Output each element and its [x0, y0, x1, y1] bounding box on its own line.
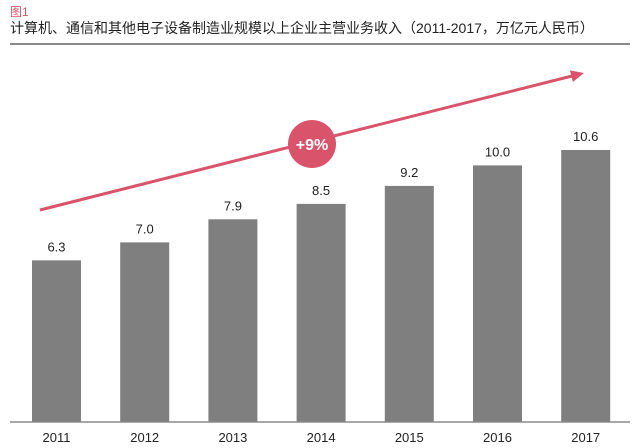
data-label-2015: 9.2: [400, 165, 418, 180]
x-tick-label-2013: 2013: [218, 430, 247, 445]
data-label-2011: 6.3: [47, 239, 65, 254]
data-label-2017: 10.6: [573, 129, 598, 144]
bar-2014: [296, 203, 346, 422]
growth-arrow-head-icon: [569, 70, 584, 82]
bar-2016: [473, 165, 522, 422]
bar-2015: [384, 185, 434, 422]
data-label-2014: 8.5: [312, 183, 330, 198]
x-tick-label-2012: 2012: [130, 430, 159, 445]
data-label-2016: 10.0: [485, 144, 510, 159]
data-label-2013: 7.9: [224, 198, 242, 213]
data-label-2012: 7.0: [136, 221, 154, 236]
title-divider: [10, 43, 630, 45]
growth-badge-label: +9%: [296, 137, 328, 154]
figure-label: 图1: [10, 5, 29, 19]
bar-2011: [32, 260, 81, 422]
bar-2017: [561, 150, 611, 422]
x-tick-label-2014: 2014: [307, 430, 336, 445]
bar-2012: [120, 242, 170, 422]
bar-2013: [208, 219, 258, 422]
x-tick-label-2011: 2011: [43, 430, 71, 445]
x-tick-label-2015: 2015: [395, 430, 424, 445]
x-tick-label-2017: 2017: [571, 430, 600, 445]
growth-badge: [288, 120, 336, 168]
x-tick-label-2016: 2016: [483, 430, 512, 445]
chart-title: 计算机、通信和其他电子设备制造业规模以上企业主营业务收入（2011-2017，万…: [10, 20, 594, 36]
